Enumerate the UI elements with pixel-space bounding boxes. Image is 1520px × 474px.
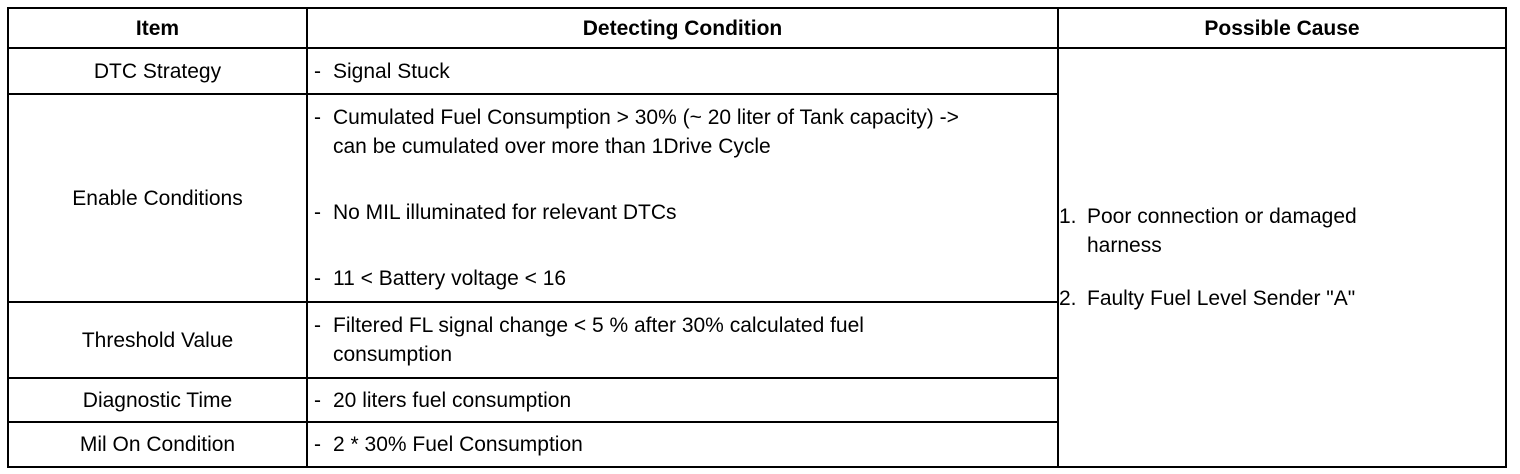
item-cell: Mil On Condition <box>7 421 308 468</box>
condition-text: 20 liters fuel consumption <box>333 388 572 412</box>
table-row-threshold-value: Threshold Value - Filtered FL signal cha… <box>7 301 1506 379</box>
condition-text: Signal Stuck <box>333 59 450 83</box>
condition-line: - 20 liters fuel consumption <box>308 386 1057 415</box>
condition-line: - 2 * 30% Fuel Consumption <box>308 430 1057 459</box>
header-detecting-condition: Detecting Condition <box>306 7 1059 49</box>
diagnostic-spec-table: Item Detecting Condition Possible Cause … <box>7 7 1507 468</box>
bullet-dash: - <box>314 106 321 129</box>
bullet-dash: - <box>314 433 321 456</box>
condition-cell: - Filtered FL signal change < 5 % after … <box>306 301 1059 379</box>
condition-cell: - 2 * 30% Fuel Consumption <box>306 421 1059 468</box>
condition-line: - 11 < Battery voltage < 16 <box>308 264 1057 293</box>
bullet-dash: - <box>314 59 321 83</box>
condition-line: - Signal Stuck <box>308 57 1057 86</box>
item-cell: Enable Conditions <box>7 93 308 303</box>
condition-cell: - Signal Stuck <box>306 47 1059 95</box>
cause-item: 1. Poor connection or damaged harness <box>1059 202 1505 260</box>
cause-item: 2. Faulty Fuel Level Sender "A" <box>1059 284 1505 313</box>
possible-cause-cell: 1. Poor connection or damaged harness 2.… <box>1057 47 1507 468</box>
table-row-enable-conditions: Enable Conditions - Cumulated Fuel Consu… <box>7 93 1506 303</box>
condition-cell: - 20 liters fuel consumption <box>306 377 1059 423</box>
condition-line: - No MIL illuminated for relevant DTCs <box>308 198 1057 227</box>
condition-text: Cumulated Fuel Consumption > 30% (~ 20 l… <box>333 106 959 158</box>
condition-text: Filtered FL signal change < 5 % after 30… <box>333 314 864 366</box>
cause-text: Faulty Fuel Level Sender "A" <box>1087 287 1356 310</box>
item-cell: Diagnostic Time <box>7 377 308 423</box>
bullet-dash: - <box>314 388 321 412</box>
table-row-diagnostic-time: Diagnostic Time - 20 liters fuel consump… <box>7 377 1506 423</box>
table-row-dtc-strategy: DTC Strategy - Signal Stuck 1. Poor conn… <box>7 47 1507 468</box>
cause-text: Poor connection or damaged harness <box>1087 205 1357 257</box>
condition-text: 2 * 30% Fuel Consumption <box>333 433 583 456</box>
header-item: Item <box>7 7 308 49</box>
cause-number: 2. <box>1059 287 1077 310</box>
condition-line: - Filtered FL signal change < 5 % after … <box>308 311 1057 369</box>
condition-line: - Cumulated Fuel Consumption > 30% (~ 20… <box>308 103 1057 161</box>
condition-text: 11 < Battery voltage < 16 <box>333 267 567 290</box>
header-possible-cause: Possible Cause <box>1057 7 1507 49</box>
cause-number: 1. <box>1059 205 1077 228</box>
bullet-dash: - <box>314 314 321 337</box>
bullet-dash: - <box>314 201 321 224</box>
item-cell: DTC Strategy <box>7 47 308 95</box>
condition-cell: - Cumulated Fuel Consumption > 30% (~ 20… <box>306 93 1059 303</box>
item-cell: Threshold Value <box>7 301 308 379</box>
table-row-mil-on-condition: Mil On Condition - 2 * 30% Fuel Consumpt… <box>7 421 1506 468</box>
condition-text: No MIL illuminated for relevant DTCs <box>333 201 677 224</box>
bullet-dash: - <box>314 267 321 290</box>
header-row: Item Detecting Condition Possible Cause <box>7 7 1507 49</box>
